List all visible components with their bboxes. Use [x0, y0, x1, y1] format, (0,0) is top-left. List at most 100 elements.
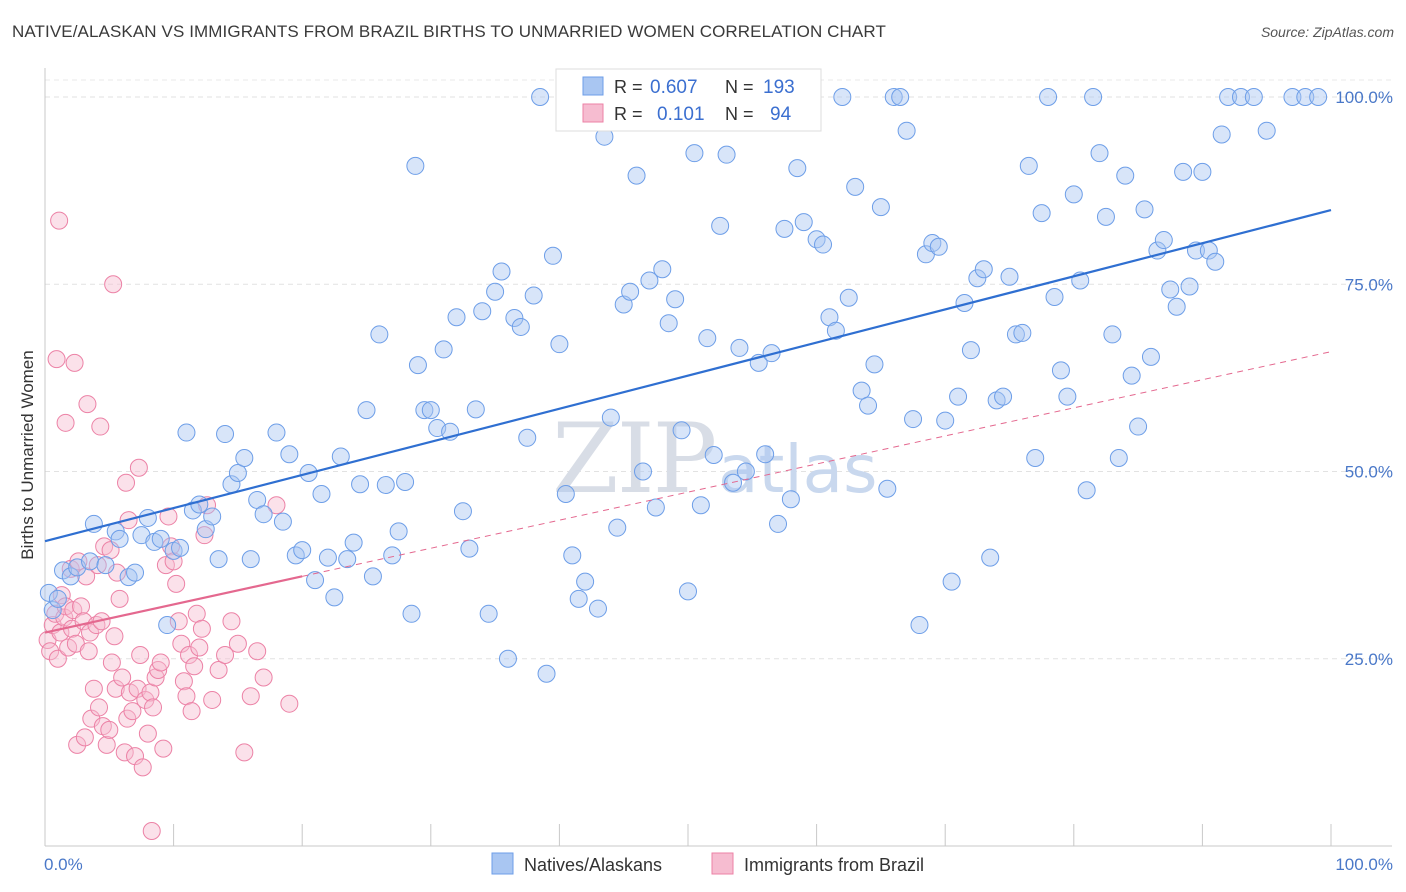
point-natives-alaskans — [871, 198, 890, 217]
stat-r-label-pink: R = — [614, 104, 643, 124]
point-natives-alaskans — [543, 246, 562, 265]
point-natives-alaskans — [254, 505, 273, 524]
point-natives-alaskans — [1045, 287, 1064, 306]
point-natives-alaskans — [633, 462, 652, 481]
point-natives-alaskans — [228, 463, 247, 482]
point-natives-alaskans — [1122, 366, 1141, 385]
series-natives-alaskans — [39, 88, 1328, 683]
point-natives-alaskans — [486, 282, 505, 301]
point-natives-alaskans — [775, 219, 794, 238]
point-natives-alaskans — [280, 445, 299, 464]
y-tick-label: 100.0% — [1335, 88, 1393, 107]
point-natives-alaskans — [736, 462, 755, 481]
point-natives-alaskans — [1161, 280, 1180, 299]
x-tick-labels: 0.0% 100.0% — [44, 855, 1393, 874]
point-immigrants-from-brazil — [68, 735, 87, 754]
point-immigrants-from-brazil — [169, 612, 188, 631]
point-natives-alaskans — [730, 338, 749, 357]
point-natives-alaskans — [531, 88, 550, 106]
point-natives-alaskans — [312, 484, 331, 503]
point-natives-alaskans — [588, 599, 607, 618]
point-immigrants-from-brazil — [47, 350, 66, 369]
watermark-zip: ZIP — [552, 403, 715, 515]
point-immigrants-from-brazil — [228, 634, 247, 653]
point-immigrants-from-brazil — [280, 694, 299, 713]
point-natives-alaskans — [961, 341, 980, 360]
point-immigrants-from-brazil — [203, 690, 222, 709]
point-natives-alaskans — [769, 514, 788, 533]
point-natives-alaskans — [466, 400, 485, 419]
point-immigrants-from-brazil — [102, 653, 121, 672]
point-natives-alaskans — [110, 529, 129, 548]
point-natives-alaskans — [1058, 387, 1077, 406]
bottom-legend-swatch-blue — [491, 852, 514, 875]
point-immigrants-from-brazil — [241, 687, 260, 706]
point-natives-alaskans — [563, 546, 582, 565]
point-natives-alaskans — [704, 446, 723, 465]
point-natives-alaskans — [138, 508, 157, 527]
point-natives-alaskans — [929, 237, 948, 256]
chart-title: NATIVE/ALASKAN VS IMMIGRANTS FROM BRAZIL… — [12, 22, 886, 41]
point-immigrants-from-brazil — [182, 702, 201, 721]
point-natives-alaskans — [177, 423, 196, 442]
point-natives-alaskans — [126, 563, 145, 582]
y-tick-label: 25.0% — [1345, 650, 1393, 669]
x-tick-label-max: 100.0% — [1335, 855, 1393, 874]
point-natives-alaskans — [460, 539, 479, 558]
point-natives-alaskans — [968, 269, 987, 288]
point-natives-alaskans — [338, 550, 357, 569]
point-natives-alaskans — [1193, 162, 1212, 181]
point-immigrants-from-brazil — [154, 739, 173, 758]
point-immigrants-from-brazil — [222, 612, 241, 631]
stat-n-label-pink: N = — [725, 104, 754, 124]
point-natives-alaskans — [1135, 200, 1154, 219]
bottom-legend-swatch-pink — [711, 852, 734, 875]
point-natives-alaskans — [1019, 156, 1038, 175]
point-natives-alaskans — [1141, 347, 1160, 366]
y-tick-label: 50.0% — [1345, 463, 1393, 482]
point-natives-alaskans — [376, 475, 395, 494]
point-natives-alaskans — [351, 475, 370, 494]
point-immigrants-from-brazil — [56, 413, 75, 432]
point-natives-alaskans — [666, 290, 685, 309]
bottom-legend-label-blue: Natives/Alaskans — [524, 855, 662, 875]
point-natives-alaskans — [608, 518, 627, 537]
point-immigrants-from-brazil — [110, 589, 129, 608]
point-immigrants-from-brazil — [77, 567, 96, 586]
point-natives-alaskans — [1026, 449, 1045, 468]
point-natives-alaskans — [711, 216, 730, 235]
point-natives-alaskans — [396, 472, 415, 491]
point-immigrants-from-brazil — [106, 679, 125, 698]
legend-swatch-blue — [582, 76, 604, 96]
point-natives-alaskans — [556, 484, 575, 503]
point-natives-alaskans — [601, 408, 620, 427]
point-natives-alaskans — [1174, 162, 1193, 181]
stat-n-value-blue: 193 — [763, 77, 795, 98]
point-natives-alaskans — [865, 355, 884, 374]
point-natives-alaskans — [61, 567, 80, 586]
point-immigrants-from-brazil — [78, 395, 97, 414]
point-natives-alaskans — [383, 546, 402, 565]
point-natives-alaskans — [119, 568, 138, 587]
point-natives-alaskans — [859, 396, 878, 415]
point-immigrants-from-brazil — [142, 822, 161, 841]
point-natives-alaskans — [1090, 144, 1109, 163]
point-immigrants-from-brazil — [105, 627, 124, 646]
point-natives-alaskans — [415, 401, 434, 420]
point-natives-alaskans — [833, 88, 852, 106]
point-natives-alaskans — [357, 401, 376, 420]
point-natives-alaskans — [171, 538, 190, 557]
point-natives-alaskans — [293, 541, 312, 560]
stat-n-value-pink: 94 — [770, 104, 792, 125]
point-natives-alaskans — [1032, 204, 1051, 223]
bottom-legend-label-pink: Immigrants from Brazil — [744, 855, 924, 875]
point-natives-alaskans — [814, 235, 833, 254]
point-natives-alaskans — [241, 550, 260, 569]
point-natives-alaskans — [325, 588, 344, 607]
point-immigrants-from-brazil — [138, 724, 157, 743]
point-immigrants-from-brazil — [133, 758, 152, 777]
point-immigrants-from-brazil — [167, 574, 186, 593]
point-natives-alaskans — [717, 145, 736, 164]
point-natives-alaskans — [39, 583, 58, 602]
